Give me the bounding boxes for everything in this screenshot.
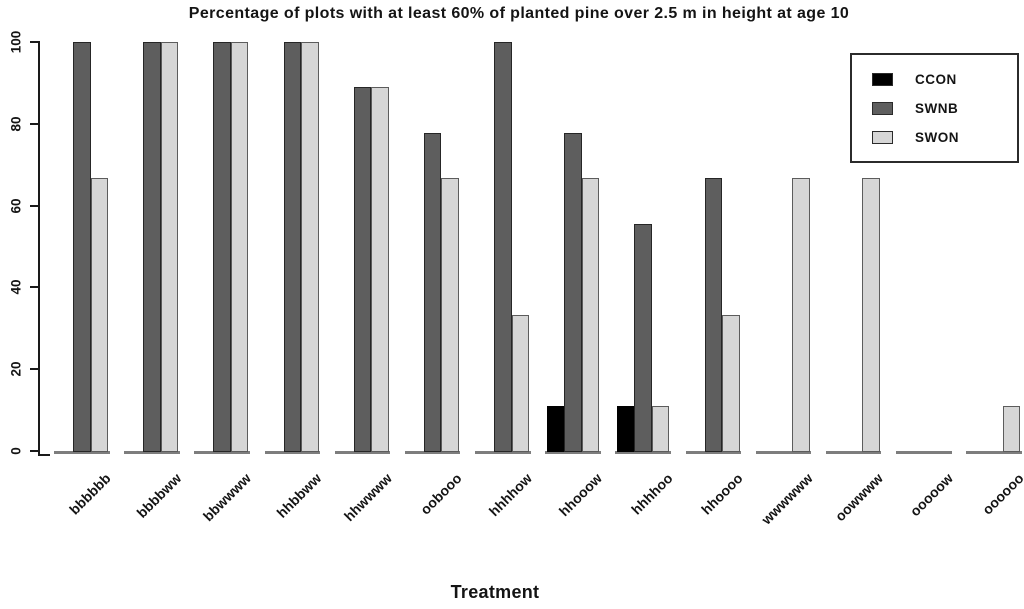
legend-label-ccon: CCON	[915, 71, 957, 87]
x-category-label: bbbbww	[133, 470, 185, 521]
group-baseline	[685, 451, 742, 454]
x-axis-stub	[38, 453, 50, 456]
group-baseline	[755, 451, 812, 454]
y-tick	[29, 122, 38, 125]
bar-swnb-hhhhow	[494, 42, 512, 452]
group-baseline	[475, 451, 531, 454]
group-baseline	[545, 451, 601, 454]
y-tick-label: 60	[8, 198, 24, 214]
legend-swatch-swnb	[872, 101, 893, 115]
bar-swnb-hhooow	[564, 132, 582, 452]
x-axis-title: Treatment	[450, 582, 540, 602]
group-baseline	[615, 451, 671, 454]
bar-swnb-hhbbww	[283, 42, 301, 452]
group-baseline	[334, 451, 391, 454]
bar-ccon-hhhhoo	[616, 405, 635, 452]
legend-label-swnb: SWNB	[915, 100, 959, 116]
group-baseline	[54, 451, 110, 454]
bar-swon-bbbbbb	[90, 178, 108, 452]
bar-swnb-bbbbww	[143, 42, 161, 452]
y-tick	[29, 286, 38, 289]
x-category-label: hhooow	[556, 470, 606, 520]
bar-swon-hhoooo	[722, 314, 740, 452]
legend-swatch-swon	[872, 130, 893, 144]
x-category-label: hhhhow	[485, 470, 536, 520]
x-category-label: hhwwww	[340, 470, 395, 525]
group-baseline	[124, 451, 180, 454]
bar-swon-bbwwww	[230, 42, 249, 452]
x-category-label: bbwwww	[200, 470, 255, 525]
x-category-label: wwwwww	[758, 470, 816, 528]
y-tick	[29, 41, 38, 43]
legend-item-ccon: CCON	[872, 72, 1017, 87]
bar-swnb-bbbbbb	[73, 42, 91, 452]
bar-swon-hhooow	[581, 178, 600, 452]
x-category-label: oobooo	[417, 470, 465, 518]
bar-swon-oowwww	[862, 178, 880, 452]
bar-swon-oooooo	[1002, 405, 1021, 452]
y-tick	[29, 368, 38, 371]
y-tick-label: 40	[8, 279, 24, 295]
bar-swon-bbbbww	[160, 42, 179, 452]
bar-swon-hhhhow	[511, 314, 530, 452]
x-category-label: ooooow	[906, 470, 957, 520]
x-category-label: hhbbww	[273, 470, 325, 521]
legend: CCON SWNB SWON	[850, 53, 1019, 163]
bar-swon-hhwwww	[371, 87, 389, 452]
bar-swnb-oobooo	[423, 132, 442, 452]
bar-swon-hhbbww	[301, 42, 319, 452]
legend-swatch-ccon	[872, 72, 893, 86]
y-tick-label: 20	[8, 361, 24, 377]
group-baseline	[404, 451, 461, 454]
y-tick-label: 80	[8, 116, 24, 132]
bar-ccon-hhooow	[546, 405, 565, 452]
bar-swnb-bbwwww	[213, 42, 231, 452]
y-axis-line	[37, 41, 40, 456]
group-baseline	[264, 451, 320, 454]
chart-title: Percentage of plots with at least 60% of…	[188, 5, 850, 22]
group-baseline	[194, 451, 250, 454]
y-tick	[29, 450, 38, 452]
y-tick	[29, 204, 38, 207]
group-baseline	[966, 451, 1022, 454]
bar-swon-wwwwww	[792, 178, 810, 452]
bar-swnb-hhwwww	[353, 87, 372, 452]
bar-swon-hhhhoo	[651, 405, 670, 452]
bar-swnb-hhhhoo	[634, 223, 652, 452]
x-category-label: oowwww	[831, 470, 886, 525]
y-tick-label: 100	[8, 30, 24, 54]
legend-item-swon: SWON	[872, 130, 1017, 145]
legend-item-swnb: SWNB	[872, 101, 1017, 116]
group-baseline	[896, 451, 952, 454]
y-tick-label: 0	[8, 447, 24, 455]
x-category-label: oooooo	[978, 470, 1024, 518]
x-category-label: bbbbbb	[66, 470, 115, 518]
group-baseline	[825, 451, 882, 454]
x-category-label: hhhhoo	[627, 470, 676, 518]
x-category-label: hhoooo	[697, 470, 746, 518]
bar-swnb-hhoooo	[704, 178, 723, 452]
bar-swon-oobooo	[441, 178, 459, 452]
legend-label-swon: SWON	[915, 129, 959, 145]
